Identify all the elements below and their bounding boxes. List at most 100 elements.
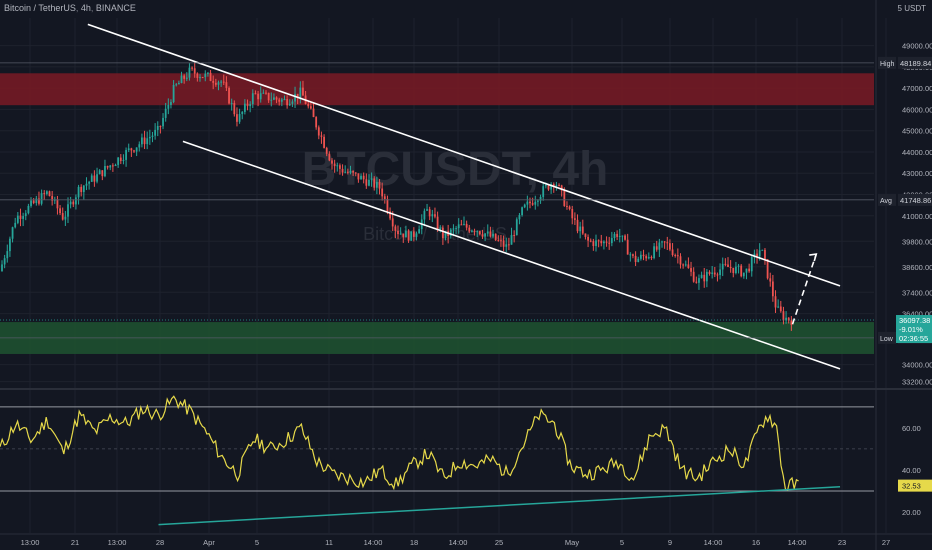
candle-body bbox=[59, 208, 61, 214]
candle-body bbox=[626, 239, 629, 255]
candle-body bbox=[547, 185, 550, 190]
avg-value-box bbox=[898, 193, 932, 206]
candle-body bbox=[436, 216, 439, 230]
candle-body bbox=[676, 255, 679, 257]
candle-body bbox=[344, 171, 347, 173]
candle-body bbox=[618, 235, 621, 237]
candle-body bbox=[56, 199, 59, 209]
rsi-trendline[interactable] bbox=[158, 485, 841, 526]
candle-body bbox=[737, 265, 740, 267]
candle-body bbox=[608, 242, 611, 244]
candle-body bbox=[716, 274, 719, 276]
candle-body bbox=[275, 97, 278, 100]
candle-body bbox=[104, 166, 106, 177]
candle-body bbox=[243, 103, 246, 112]
candle-body bbox=[1, 264, 3, 272]
candle-body bbox=[312, 108, 315, 118]
time-tick-label: 14:00 bbox=[364, 538, 383, 547]
candle-body bbox=[286, 99, 289, 106]
candle-body bbox=[663, 241, 666, 243]
candle-body bbox=[381, 188, 384, 197]
channel-upper-line[interactable] bbox=[87, 23, 841, 287]
candle-body bbox=[288, 103, 291, 106]
candle-body bbox=[85, 183, 88, 186]
candle-body bbox=[463, 223, 465, 225]
candle-body bbox=[82, 185, 85, 193]
channel-lower-line[interactable] bbox=[182, 140, 841, 370]
candle-body bbox=[645, 256, 648, 259]
candle-body bbox=[624, 235, 626, 240]
candle-body bbox=[127, 148, 130, 151]
candle-body bbox=[724, 263, 727, 265]
candle-body bbox=[389, 211, 391, 219]
price-tick-label: 41000.00 bbox=[902, 212, 932, 221]
symbol-name[interactable]: Bitcoin / TetherUS bbox=[4, 3, 76, 13]
candle-body bbox=[500, 240, 502, 242]
candle-body bbox=[325, 147, 328, 154]
candle-body bbox=[684, 264, 687, 266]
candle-body bbox=[713, 272, 716, 275]
candle-body bbox=[674, 255, 677, 257]
candle-body bbox=[637, 258, 640, 263]
candle-body bbox=[592, 241, 595, 247]
candle-body bbox=[148, 136, 151, 139]
candle-body bbox=[679, 256, 682, 265]
candle-body bbox=[703, 274, 706, 282]
candle-body bbox=[478, 231, 481, 235]
rsi-last-value: 32.53 bbox=[902, 482, 921, 491]
price-tick-label: 46000.00 bbox=[902, 105, 932, 114]
price-unit-label[interactable]: 5 USDT bbox=[897, 4, 926, 13]
candle-body bbox=[428, 209, 431, 217]
candle-body bbox=[415, 233, 418, 237]
candle-body bbox=[434, 214, 436, 217]
candle-body bbox=[555, 184, 558, 186]
candle-body bbox=[695, 281, 698, 283]
candle-body bbox=[212, 80, 215, 83]
candle-body bbox=[156, 125, 159, 130]
projection-arrow[interactable] bbox=[791, 253, 818, 325]
candle-body bbox=[544, 185, 547, 187]
candle-body bbox=[51, 196, 54, 201]
candle-body bbox=[43, 193, 46, 195]
candle-body bbox=[201, 77, 204, 79]
candle-body bbox=[360, 175, 362, 180]
candle-body bbox=[748, 268, 751, 272]
candle-body bbox=[539, 196, 542, 201]
time-tick-label: 25 bbox=[495, 538, 503, 547]
last-price-change: -9.01% bbox=[899, 325, 923, 334]
candle-body bbox=[196, 73, 199, 78]
candle-body bbox=[254, 93, 257, 95]
candle-body bbox=[9, 238, 11, 252]
candle-body bbox=[650, 257, 653, 259]
candle-body bbox=[320, 135, 323, 137]
high-value: 48189.84 bbox=[900, 59, 931, 68]
candle-body bbox=[185, 77, 188, 79]
candle-body bbox=[280, 99, 283, 102]
price-tick-label: 33200.00 bbox=[902, 378, 932, 387]
avg-value: 41748.86 bbox=[900, 196, 931, 205]
candle-body bbox=[38, 198, 40, 204]
candle-body bbox=[64, 216, 67, 220]
candle-body bbox=[758, 250, 761, 257]
candle-body bbox=[354, 172, 357, 174]
candle-body bbox=[222, 81, 225, 83]
candle-body bbox=[209, 72, 212, 81]
candle-body bbox=[333, 163, 336, 167]
candle-body bbox=[339, 165, 341, 169]
time-tick-label: 14:00 bbox=[788, 538, 807, 547]
candle-body bbox=[507, 244, 510, 246]
candle-body bbox=[476, 231, 479, 233]
candle-body bbox=[639, 254, 642, 259]
candle-body bbox=[597, 240, 600, 242]
candle-body bbox=[471, 230, 473, 232]
time-tick-label: 9 bbox=[668, 538, 672, 547]
candle-body bbox=[296, 93, 299, 98]
candle-body bbox=[777, 306, 780, 308]
candle-body bbox=[605, 241, 608, 243]
candle-body bbox=[740, 265, 743, 277]
interval-label[interactable]: 4h bbox=[80, 3, 91, 13]
candle-body bbox=[774, 296, 777, 308]
candle-body bbox=[526, 201, 529, 205]
candle-body bbox=[75, 197, 77, 205]
